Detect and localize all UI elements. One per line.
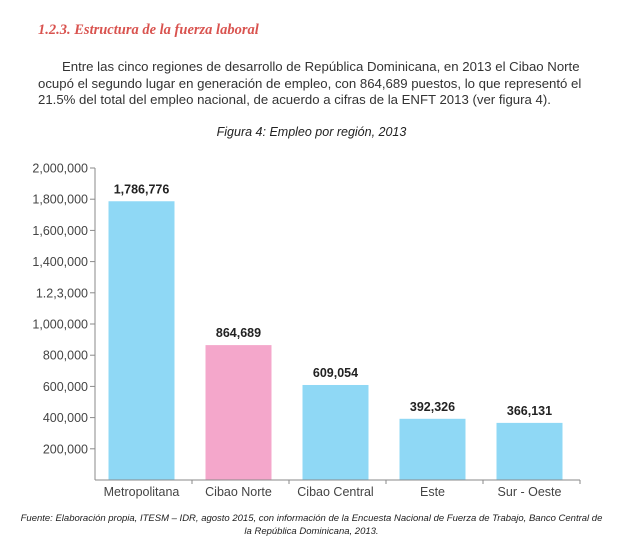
y-axis: 200,000 400,000 600,000 800,000 1,000,000 1.2… bbox=[32, 162, 96, 480]
x-tick-label: Cibao Central bbox=[297, 485, 373, 499]
y-tick-label: 400,000 bbox=[43, 411, 88, 425]
y-tick-label: 1,800,000 bbox=[32, 193, 88, 207]
bar-value-label: 392,326 bbox=[410, 400, 455, 414]
figure-source: Fuente: Elaboración propia, ITESM – IDR,… bbox=[20, 513, 603, 537]
paragraph-text: Entre las cinco regiones de desarrollo d… bbox=[38, 59, 582, 107]
x-tick-label: Cibao Norte bbox=[205, 485, 272, 499]
y-tick-label: 2,000,000 bbox=[32, 162, 88, 176]
section-heading: 1.2.3. Estructura de la fuerza laboral bbox=[38, 22, 259, 38]
body-paragraph: Entre las cinco regiones de desarrollo d… bbox=[38, 59, 600, 109]
bar-value-label: 366,131 bbox=[507, 404, 552, 418]
y-tick-label: 600,000 bbox=[43, 380, 88, 394]
bar bbox=[205, 345, 272, 480]
x-axis: Metropolitana Cibao Norte Cibao Central Est… bbox=[95, 479, 581, 499]
bar bbox=[496, 422, 563, 480]
y-tick-label: 1.2,3,000 bbox=[36, 286, 88, 300]
bar-value-label: 609,054 bbox=[313, 366, 358, 380]
x-tick-label: Este bbox=[420, 485, 445, 499]
y-tick-label: 1,000,000 bbox=[32, 318, 88, 332]
bar bbox=[302, 384, 369, 480]
bar-value-label: 864,689 bbox=[216, 326, 261, 340]
bars: 1,786,776 864,689 609,054 392,326 366,131 bbox=[108, 182, 563, 480]
x-tick-label: Metropolitana bbox=[104, 485, 180, 499]
y-tick-label: 1,400,000 bbox=[32, 255, 88, 269]
bar-value-label: 1,786,776 bbox=[114, 182, 170, 196]
bar bbox=[399, 418, 466, 480]
figure-title: Figura 4: Empleo por región, 2013 bbox=[216, 125, 407, 139]
bar bbox=[108, 201, 175, 480]
y-tick-label: 1,600,000 bbox=[32, 224, 88, 238]
x-tick-label: Sur - Oeste bbox=[498, 485, 562, 499]
y-tick-label: 800,000 bbox=[43, 349, 88, 363]
y-tick-label: 200,000 bbox=[43, 442, 88, 456]
